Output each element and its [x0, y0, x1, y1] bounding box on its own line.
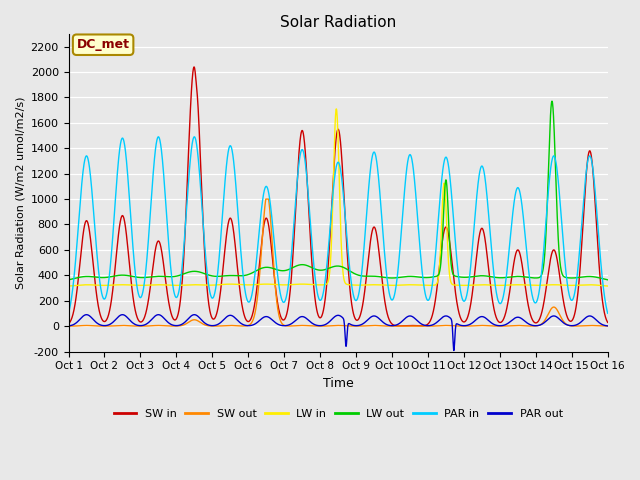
PAR in [604, 311, 612, 316]
Legend: SW in, SW out, LW in, LW out, PAR in, PAR out: SW in, SW out, LW in, LW out, PAR in, PA… [109, 405, 567, 423]
SW out [495, 323, 503, 329]
PAR in [354, 295, 362, 301]
SW in [417, 323, 425, 329]
Y-axis label: Solar Radiation (W/m2 umol/m2/s): Solar Radiation (W/m2 umol/m2/s) [15, 96, 25, 289]
SW out [365, 323, 373, 328]
PAR out [604, 323, 612, 329]
SW out [572, 323, 579, 329]
LW out [365, 273, 373, 279]
LW out [354, 272, 362, 278]
LW out [215, 274, 223, 279]
PAR in [155, 134, 163, 140]
PAR out [557, 317, 564, 323]
LW in [604, 283, 612, 289]
SW out [262, 196, 269, 202]
PAR in [495, 300, 502, 305]
LW out [556, 262, 564, 267]
Line: PAR out: PAR out [68, 315, 608, 350]
Line: LW in: LW in [68, 109, 608, 286]
PAR out [572, 322, 579, 328]
Line: SW out: SW out [68, 199, 608, 326]
SW out [406, 323, 413, 329]
LW in [354, 282, 362, 288]
SW out [215, 323, 223, 329]
PAR out [83, 312, 90, 318]
PAR in [65, 311, 72, 316]
LW in [495, 282, 502, 288]
Line: PAR in: PAR in [68, 137, 608, 313]
PAR in [556, 201, 564, 207]
Title: Solar Radiation: Solar Radiation [280, 15, 396, 30]
LW out [65, 277, 72, 283]
PAR out [365, 315, 373, 321]
SW in [215, 299, 223, 304]
SW out [557, 313, 564, 319]
LW out [548, 98, 556, 104]
SW out [65, 323, 72, 329]
PAR out [215, 321, 223, 326]
LW in [65, 283, 72, 289]
SW in [65, 321, 72, 327]
PAR in [572, 287, 579, 293]
SW in [604, 320, 612, 325]
LW in [332, 106, 340, 112]
LW in [215, 282, 223, 288]
PAR out [495, 323, 503, 329]
SW in [365, 246, 373, 252]
SW in [572, 307, 579, 313]
LW in [572, 282, 579, 288]
PAR in [215, 255, 223, 261]
PAR out [450, 348, 458, 353]
X-axis label: Time: Time [323, 377, 353, 390]
LW in [365, 282, 373, 288]
LW in [556, 282, 564, 288]
SW out [354, 323, 362, 329]
SW in [495, 319, 503, 325]
LW out [604, 277, 612, 283]
SW in [557, 279, 564, 285]
Line: SW in: SW in [68, 67, 608, 326]
Text: DC_met: DC_met [77, 38, 130, 51]
PAR out [65, 323, 72, 329]
PAR out [354, 323, 362, 328]
LW out [495, 275, 502, 281]
Line: LW out: LW out [68, 101, 608, 280]
PAR in [365, 176, 373, 182]
SW in [190, 64, 198, 70]
LW out [572, 275, 579, 281]
SW in [354, 317, 362, 323]
SW out [604, 323, 612, 329]
